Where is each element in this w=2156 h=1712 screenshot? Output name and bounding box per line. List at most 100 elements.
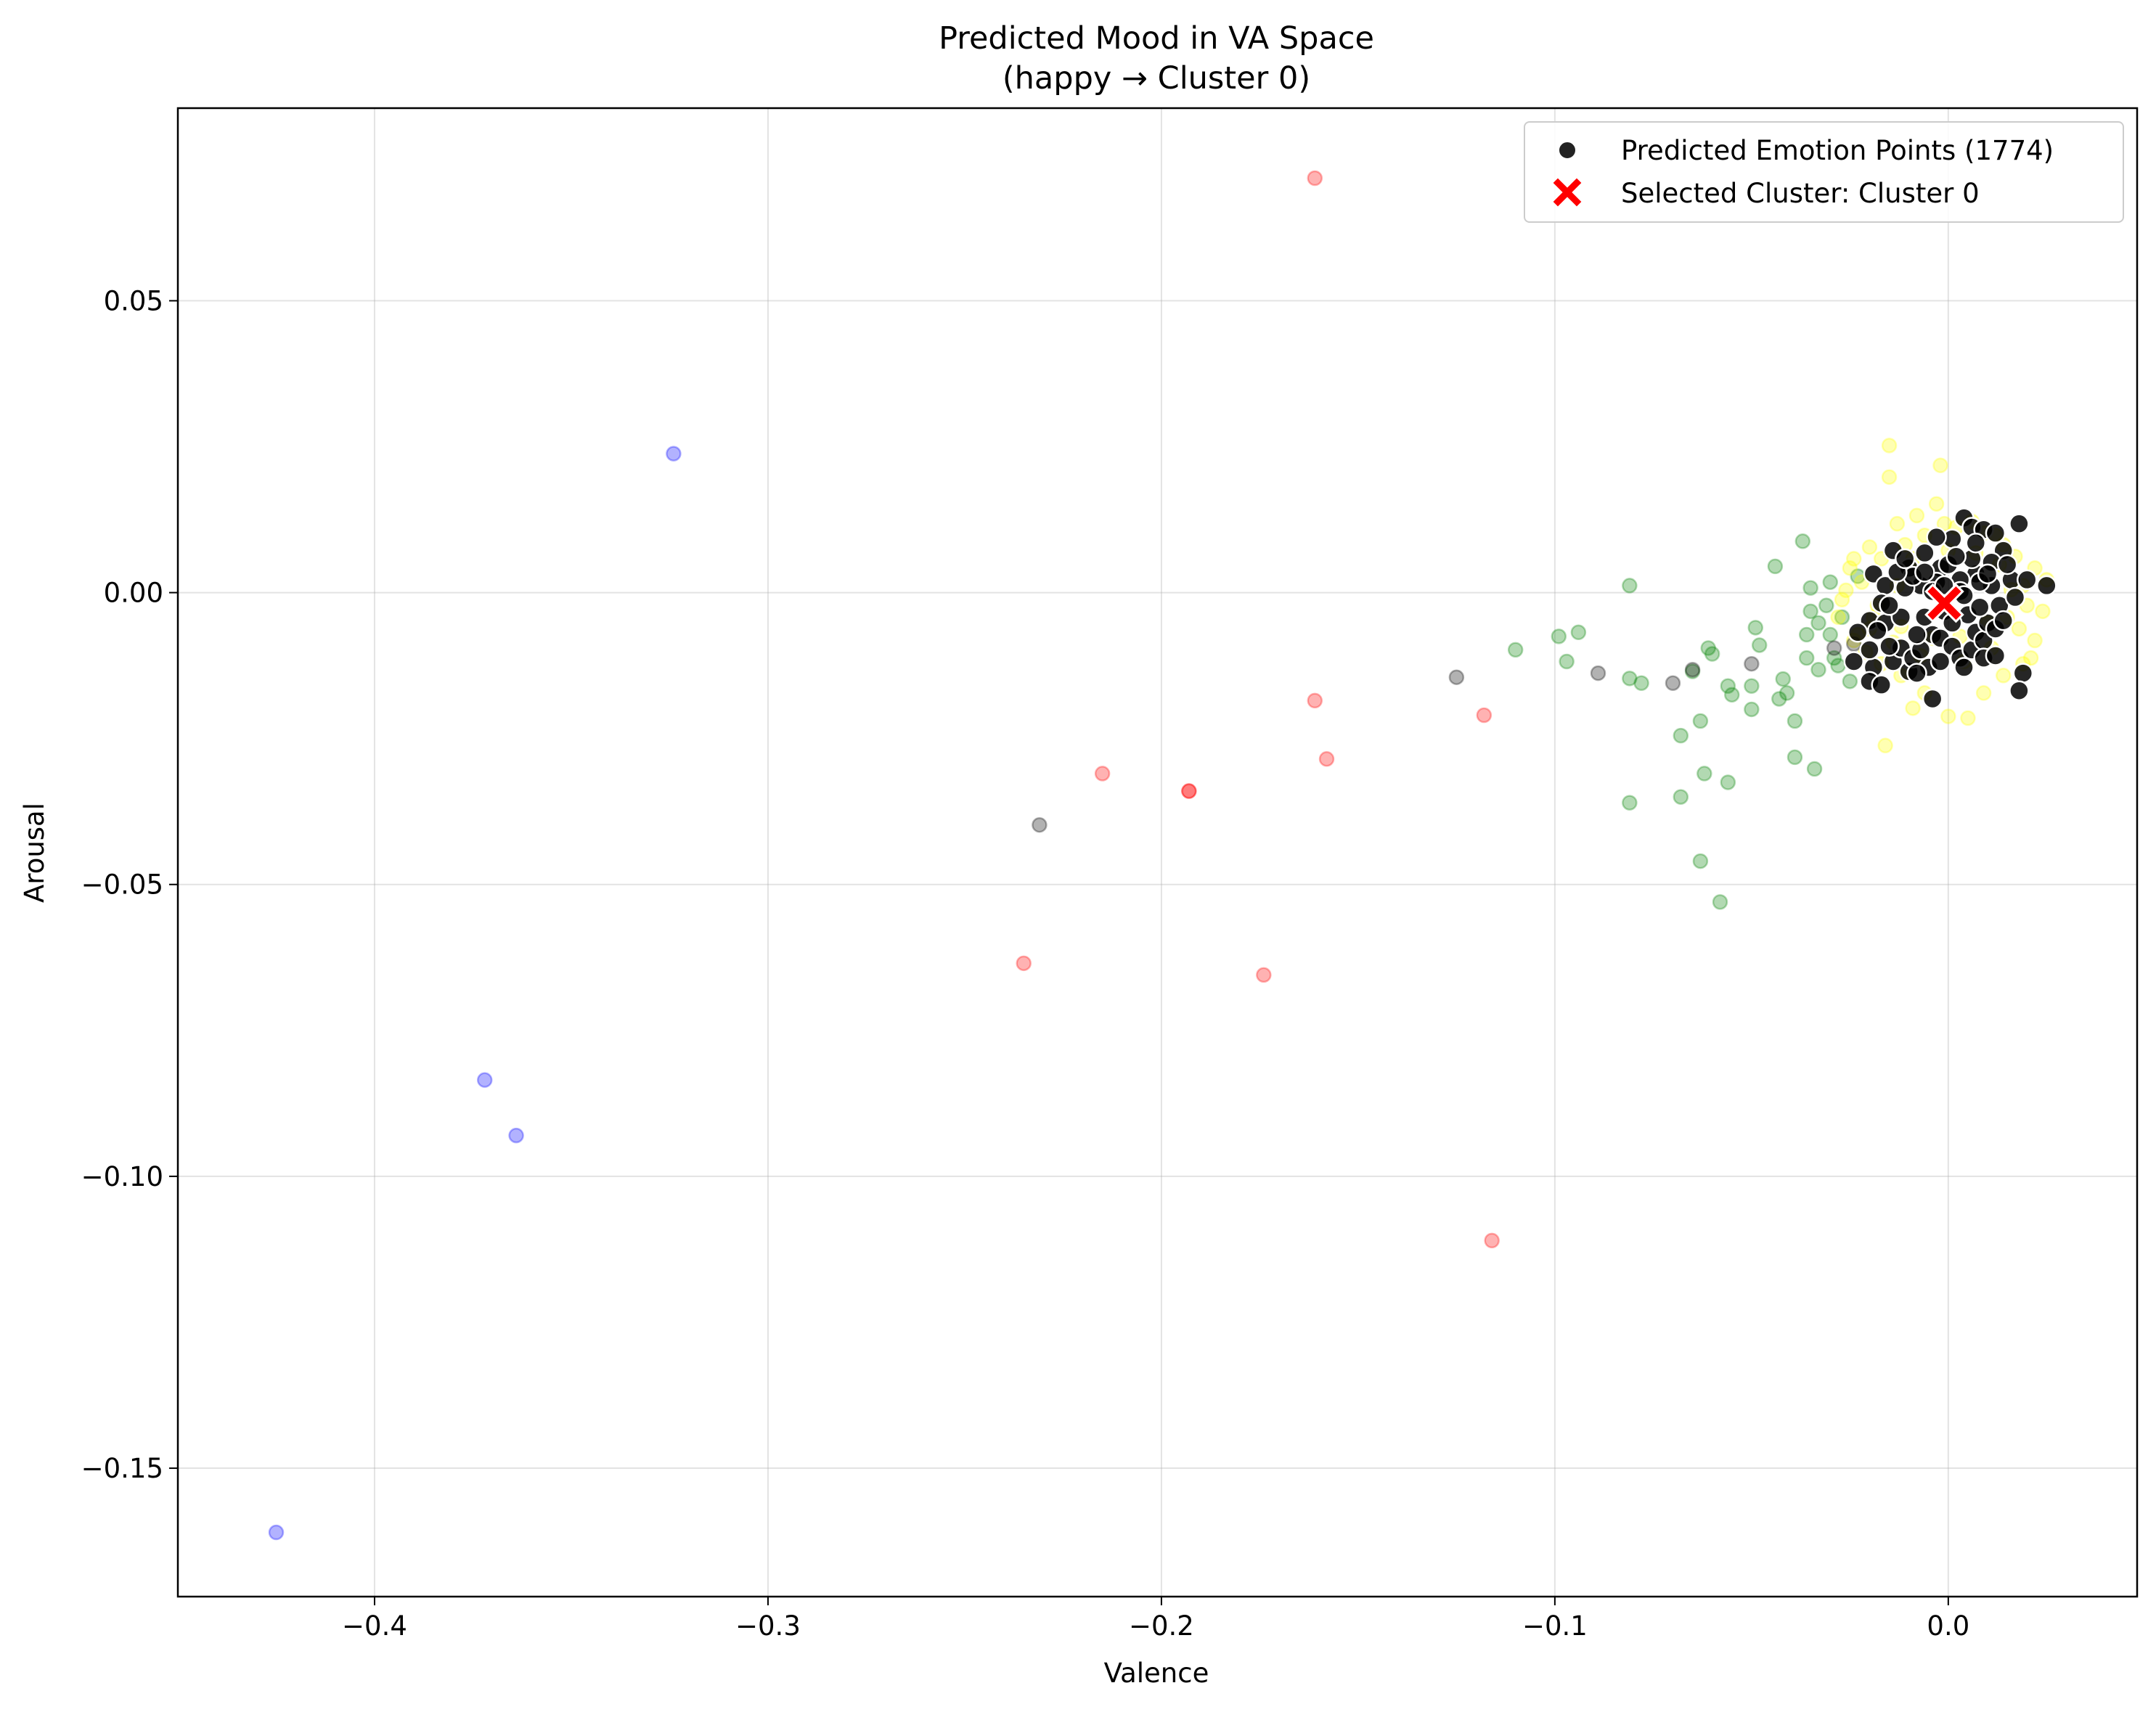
- background-emotion-point: [1633, 675, 1649, 691]
- predicted-emotion-point: [1985, 645, 2006, 666]
- predicted-emotion-point: [1969, 597, 1990, 618]
- predicted-emotion-point: [1843, 651, 1865, 672]
- background-emotion-point: [1684, 663, 1701, 679]
- legend-marker-selected-cluster: [1553, 178, 1582, 207]
- selected-cluster-layer: [1924, 583, 1964, 623]
- predicted-emotion-point: [1930, 651, 1951, 672]
- background-emotion-point: [1551, 628, 1567, 644]
- background-emotion-point: [1798, 626, 1815, 643]
- background-emotion-point: [1559, 653, 1575, 670]
- predicted-emotion-point: [1914, 542, 1935, 564]
- predicted-emotion-point: [1879, 595, 1900, 616]
- grid: [178, 108, 2137, 1597]
- predicted-emotion-point: [1879, 636, 1900, 657]
- background-emotion-point: [1794, 533, 1811, 549]
- predicted-emotion-point: [1922, 688, 1943, 710]
- background-emotion-point: [1744, 678, 1760, 695]
- selected-cluster-marker: [1924, 583, 1964, 623]
- background-emotion-point: [1318, 751, 1335, 767]
- background-emotion-point: [1830, 609, 1846, 626]
- background-emotion-point: [1787, 713, 1803, 729]
- background-emotion-point: [1747, 620, 1764, 636]
- y-tick-label: 0.00: [104, 578, 163, 609]
- x-tick-label: 0.0: [1927, 1610, 1969, 1642]
- predicted-emotion-point: [1996, 554, 2018, 576]
- background-emotion-point: [1802, 580, 1818, 596]
- background-emotion-point: [1767, 558, 1784, 575]
- x-axis-ticks: −0.4 −0.3 −0.2 −0.1 0.0: [342, 1597, 1969, 1642]
- background-emotion-point: [2035, 603, 2051, 620]
- background-emotion-point: [1802, 603, 1818, 620]
- background-emotion-point: [268, 1524, 285, 1541]
- background-emotion-point: [1181, 783, 1197, 799]
- x-tick-label: −0.3: [735, 1610, 801, 1642]
- data-points: [268, 170, 2057, 1541]
- background-emotion-point: [1696, 766, 1712, 782]
- predicted-emotion-point: [1945, 546, 1967, 567]
- y-tick-label: −0.10: [81, 1161, 163, 1192]
- y-tick-label: −0.15: [81, 1453, 163, 1484]
- background-emotion-point: [1744, 655, 1760, 672]
- background-emotion-point: [1822, 574, 1839, 590]
- background-emotion-point: [1889, 515, 1906, 532]
- background-emotion-point: [1720, 774, 1736, 790]
- background-emotion-point: [1622, 671, 1638, 687]
- predicted-emotion-point: [2012, 663, 2034, 684]
- background-emotion-point: [1810, 661, 1826, 678]
- predicted-emotion-point: [2009, 680, 2030, 701]
- background-emotion-point: [1806, 761, 1823, 777]
- background-emotion-point: [1838, 582, 1854, 599]
- x-tick-label: −0.2: [1129, 1610, 1194, 1642]
- background-emotion-point: [1704, 646, 1720, 662]
- plot-frame: [176, 107, 2139, 1598]
- predicted-emotion-point: [1847, 622, 1869, 643]
- x-axis-label: Valence: [1104, 1658, 1209, 1689]
- background-emotion-point: [1798, 650, 1815, 666]
- y-axis-label: Arousal: [19, 803, 50, 903]
- background-emotion-point: [1775, 671, 1791, 687]
- predicted-emotion-point: [1926, 526, 1947, 548]
- predicted-emotion-point: [1867, 620, 1888, 642]
- x-tick-label: −0.1: [1522, 1610, 1588, 1642]
- background-emotion-point: [1830, 658, 1846, 673]
- predicted-emotion-point: [1965, 532, 1987, 554]
- background-emotion-point: [1016, 955, 1032, 972]
- predicted-emotion-point: [1977, 563, 1998, 585]
- background-emotion-point: [1975, 685, 1992, 701]
- legend-marker-emotion-points: [1558, 141, 1577, 160]
- background-emotion-point: [1908, 507, 1925, 524]
- background-emotion-point: [1484, 1232, 1500, 1249]
- predicted-emotion-point: [1894, 548, 1916, 570]
- predicted-emotion-point: [1906, 663, 1927, 684]
- predicted-emotion-point: [2009, 513, 2030, 534]
- background-emotion-point: [1881, 469, 1898, 486]
- background-emotion-point: [1751, 637, 1768, 653]
- background-emotion-point: [1822, 626, 1839, 643]
- background-emotion-point: [1673, 727, 1689, 744]
- background-emotion-point: [666, 446, 682, 462]
- background-emotion-point: [1720, 678, 1736, 695]
- chart-title: Predicted Mood in VA Space: [939, 20, 1374, 57]
- predicted-emotion-point: [2036, 575, 2057, 597]
- background-emotion-point: [1507, 642, 1524, 658]
- background-emotion-point: [1834, 609, 1850, 626]
- background-emotion-point: [1032, 816, 1048, 833]
- background-emotion-point: [1842, 673, 1858, 689]
- background-emotion-point: [1700, 640, 1717, 656]
- legend-label-selected-cluster: Selected Cluster: Cluster 0: [1621, 178, 1980, 209]
- background-emotion-point: [1622, 795, 1638, 811]
- predicted-emotion-point: [1906, 624, 1927, 645]
- background-emotion-point: [1622, 578, 1638, 594]
- background-emotion-point: [1307, 692, 1323, 709]
- background-emotion-point: [1590, 665, 1606, 681]
- legend-label-emotion-points: Predicted Emotion Points (1774): [1621, 135, 2054, 166]
- background-emotion-point: [1712, 894, 1728, 910]
- background-emotion-point: [1818, 597, 1834, 614]
- background-emotion-point: [1877, 737, 1893, 754]
- y-tick-label: −0.05: [81, 869, 163, 901]
- background-emotion-point: [1842, 560, 1858, 576]
- background-emotion-point: [1846, 551, 1862, 567]
- predicted-emotion-point: [2004, 586, 2026, 608]
- background-emotion-point: [508, 1127, 524, 1144]
